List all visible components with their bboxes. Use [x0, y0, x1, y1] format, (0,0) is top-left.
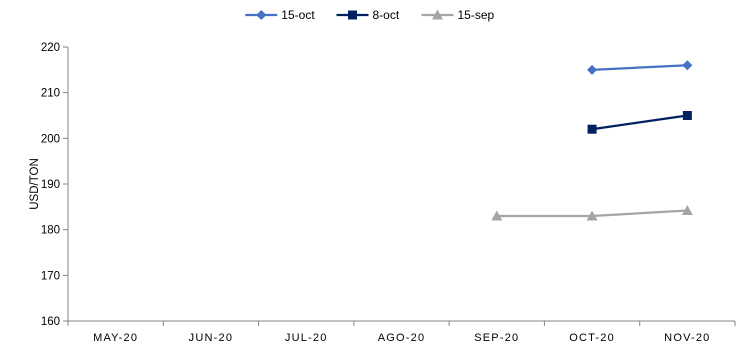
- legend: 15-oct 8-oct 15-sep: [245, 8, 495, 22]
- x-tick-label: OCT-20: [569, 332, 615, 344]
- data-point: [682, 111, 692, 120]
- series-layer: [491, 60, 693, 221]
- series-line: [591, 114, 688, 131]
- series-8-oct: [587, 111, 692, 134]
- data-point: [491, 210, 503, 221]
- series-line: [592, 64, 688, 71]
- x-axis: MAY-20 JUN-20 JUL-20 AGO-20 SEP-20 OCT-20 NOV-…: [67, 320, 736, 344]
- legend-label: 15-sep: [458, 8, 495, 22]
- legend-label: 15-oct: [281, 8, 315, 22]
- data-point: [432, 9, 443, 20]
- x-tick-label: MAY-20: [93, 332, 138, 344]
- x-tick-label: NOV-20: [664, 332, 710, 344]
- x-tick-label: JUL-20: [285, 332, 328, 344]
- y-tick-label: 170: [41, 270, 60, 282]
- data-point: [348, 10, 357, 20]
- y-tick-label: 200: [41, 133, 60, 145]
- data-point: [586, 210, 598, 221]
- y-axis-title: USD/TON: [29, 158, 41, 210]
- data-point: [587, 124, 597, 134]
- y-tick-label: 160: [41, 316, 60, 328]
- legend-item-15-oct: 15-oct: [245, 8, 315, 22]
- y-tick-label: 210: [41, 88, 60, 100]
- data-point: [681, 204, 693, 215]
- x-tick-label: SEP-20: [474, 332, 519, 344]
- series-15-sep: [491, 204, 693, 221]
- y-tick-label: 180: [41, 225, 60, 237]
- data-point: [587, 64, 598, 75]
- data-point: [256, 10, 267, 20]
- y-tick-label: 190: [41, 179, 60, 191]
- legend-label: 8-oct: [373, 8, 400, 22]
- series-15-oct: [587, 60, 693, 75]
- y-tick-label: 220: [41, 42, 60, 54]
- x-tick-label: AGO-20: [378, 332, 426, 344]
- x-tick-label: JUN-20: [189, 332, 234, 344]
- data-point: [682, 60, 693, 71]
- legend-item-15-sep: 15-sep: [421, 8, 495, 22]
- y-axis: 160 170 180 190 200 210 220: [41, 42, 69, 328]
- legend-item-8-oct: 8-oct: [336, 8, 400, 22]
